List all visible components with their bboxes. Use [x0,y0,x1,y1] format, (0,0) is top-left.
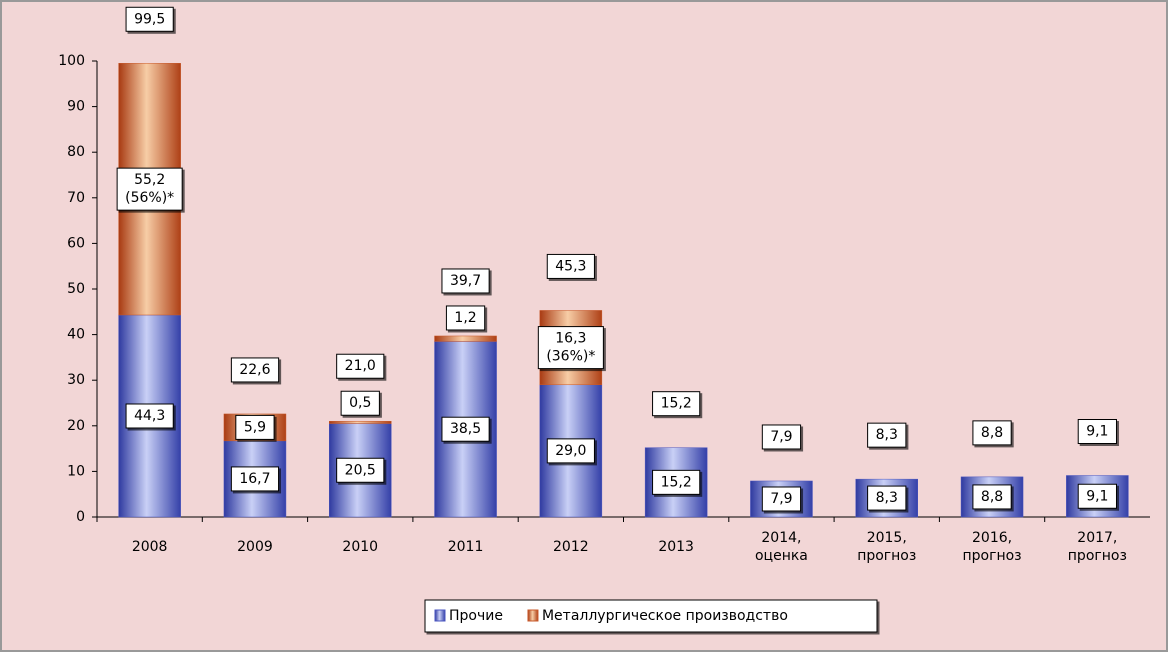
label-box [972,484,1012,510]
data-label: 15,2 [661,396,692,412]
legend-label: Прочие [449,608,503,624]
label-box [340,390,380,416]
data-label: 8,8 [981,425,1003,441]
data-label: 45,3 [555,258,586,274]
label-box [652,391,701,417]
x-tick-label: 2014, оценка [755,530,808,564]
x-tick-label: 2017, прогноз [1068,530,1127,564]
data-label: 8,3 [876,427,898,443]
label-box [230,357,280,383]
bar-segment [329,420,392,424]
label-box [1077,483,1117,509]
data-label: 29,0 [555,443,586,459]
label-box [867,485,907,511]
data-label: 55,2 (56%)* [125,172,174,206]
x-tick-label: 2008 [132,539,168,555]
legend-swatch [434,609,446,622]
label-box [441,268,490,294]
data-label: 44,3 [134,408,165,424]
label-box [125,403,174,429]
data-label: 5,9 [244,419,266,435]
y-tick-label: 90 [67,99,85,115]
legend-box [424,599,878,633]
y-tick-label: 0 [76,509,85,525]
data-label: 9,1 [1086,488,1108,504]
data-label: 7,9 [770,491,792,507]
y-tick-label: 10 [67,463,85,479]
label-box [546,253,595,279]
label-box [1077,419,1117,445]
x-tick-label: 2013 [658,539,694,555]
data-label: 8,8 [981,489,1003,505]
label-box [761,424,802,450]
data-label: 20,5 [345,462,376,478]
y-tick-label: 30 [67,372,85,388]
data-label: 0,5 [349,395,371,411]
x-tick-label: 2010 [342,539,378,555]
label-box [537,326,604,370]
label-box [336,457,385,483]
label-box [546,438,595,464]
label-box [125,6,174,32]
data-label: 99,5 [134,11,165,27]
y-tick-label: 40 [67,327,85,343]
y-tick-label: 100 [58,53,85,69]
label-box [230,466,280,492]
label-box [761,486,802,512]
y-tick-label: 50 [67,281,85,297]
legend-swatch [527,609,539,622]
data-label: 1,2 [454,310,476,326]
legend-label: Металлургическое производство [542,608,788,624]
data-label: 15,2 [661,474,692,490]
y-tick-label: 60 [67,235,85,251]
x-tick-label: 2012 [553,539,589,555]
label-box [867,422,907,448]
data-label: 16,3 (36%)* [546,331,595,365]
label-box [445,305,486,331]
x-tick-label: 2015, прогноз [857,530,916,564]
data-label: 38,5 [450,421,481,437]
label-box [972,420,1012,446]
data-label: 21,0 [345,358,376,374]
x-tick-label: 2011 [448,539,484,555]
bar-segment [960,476,1024,518]
label-box [235,414,275,440]
data-label: 39,7 [450,273,481,289]
y-tick-label: 70 [67,190,85,206]
bar-segment [434,335,497,342]
label-box [652,469,701,495]
y-tick-label: 80 [67,144,85,160]
data-label: 9,1 [1086,424,1108,440]
y-tick-label: 20 [67,418,85,434]
data-label: 7,9 [770,429,792,445]
x-tick-label: 2016, прогноз [962,530,1021,564]
label-box [116,167,183,211]
data-label: 22,6 [239,362,270,378]
data-label: 8,3 [876,490,898,506]
label-box [336,353,385,379]
label-box [441,416,490,442]
x-tick-label: 2009 [237,539,273,555]
data-label: 16,7 [239,471,270,487]
